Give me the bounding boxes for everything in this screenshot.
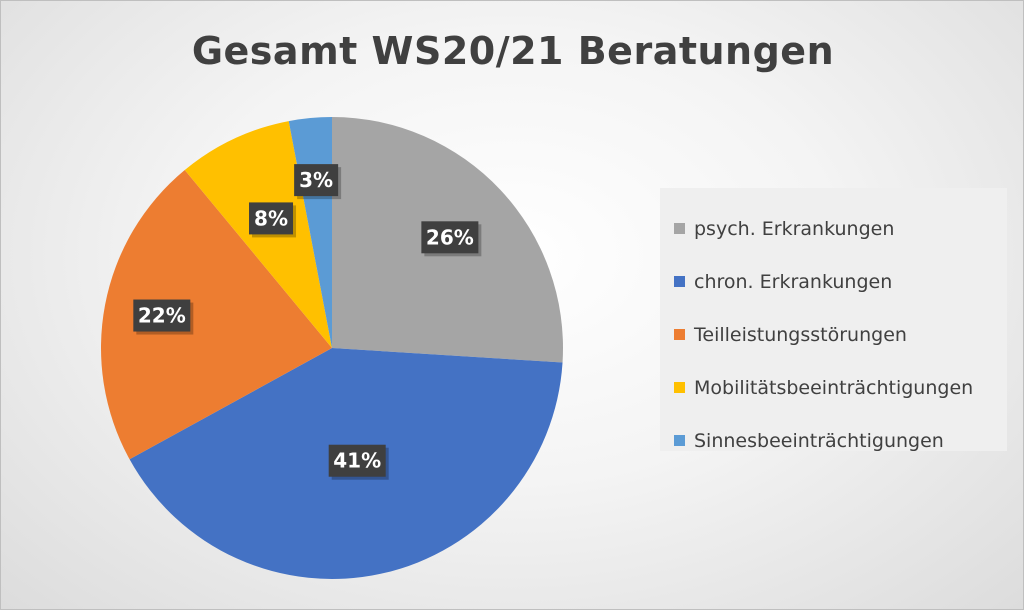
legend-swatch [674,276,685,287]
data-label: 8% [249,202,297,238]
data-label-text: 22% [138,304,186,328]
data-label: 41% [328,444,389,480]
chart-title: Gesamt WS20/21 Beratungen [191,29,835,73]
legend-item: chron. Erkrankungen [674,255,1007,308]
pie-slice [101,170,332,460]
data-label-text: 8% [254,206,288,230]
legend-swatch [674,329,685,340]
legend-item: Teilleistungsstörungen [674,308,1007,361]
legend-label: Mobilitätsbeeinträchtigungen [694,376,974,399]
chart-legend: psych. Erkrankungen chron. Erkrankungen Te… [660,188,1007,452]
legend-label: chron. Erkrankungen [694,270,893,293]
legend-swatch [674,223,685,234]
data-label-text: 3% [299,168,333,192]
legend-item: Sinnesbeeinträchtigungen [674,414,1007,467]
legend-swatch [674,382,685,393]
legend-item: Mobilitätsbeeinträchtigungen [674,361,1007,414]
legend-label: psych. Erkrankungen [694,217,895,240]
legend-item: psych. Erkrankungen [674,202,1007,255]
data-label-text: 41% [333,449,381,473]
pie-data-labels: 26% 41% 22% 8% 3% [133,164,482,480]
legend-swatch [674,435,685,446]
legend-label: Sinnesbeeinträchtigungen [694,429,944,452]
data-label: 3% [294,164,342,200]
data-label-text: 26% [426,225,474,249]
legend-label: Teilleistungsstörungen [694,323,907,346]
data-label: 22% [133,299,194,335]
data-label: 26% [421,221,482,257]
